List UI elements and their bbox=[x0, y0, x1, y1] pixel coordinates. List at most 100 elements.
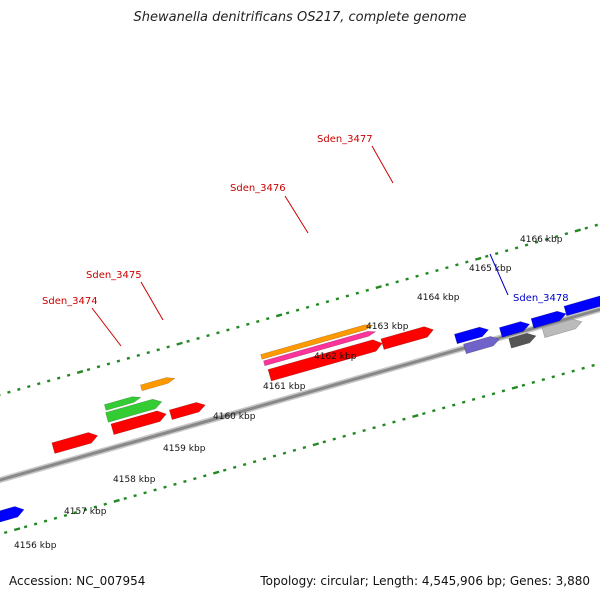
inner-tick bbox=[491, 392, 496, 396]
outer-tick bbox=[504, 249, 509, 253]
inner-tick bbox=[53, 516, 58, 520]
inner-tick bbox=[481, 395, 486, 399]
outer-tick bbox=[36, 382, 41, 386]
outer-tick bbox=[365, 288, 370, 292]
outer-tick bbox=[156, 348, 160, 352]
gene-arrow bbox=[499, 321, 531, 338]
scale-label: 4166 kbp bbox=[520, 235, 563, 245]
label-leader-line bbox=[284, 195, 309, 234]
inner-tick bbox=[13, 527, 21, 532]
inner-tick bbox=[402, 417, 406, 421]
inner-tick bbox=[451, 403, 456, 407]
inner-tick bbox=[551, 375, 556, 379]
outer-tick bbox=[564, 232, 569, 236]
outer-tick bbox=[475, 256, 482, 261]
cds-arrow bbox=[110, 410, 167, 435]
cds-arrow bbox=[105, 398, 163, 423]
scale-label: 4162 kbp bbox=[314, 352, 357, 362]
inner-tick bbox=[213, 470, 220, 475]
inner-tick bbox=[511, 385, 519, 390]
outer-tick bbox=[176, 341, 183, 346]
gene-arrow bbox=[0, 506, 25, 523]
gene-arrow bbox=[563, 295, 600, 317]
scale-label: 4165 kbp bbox=[469, 264, 512, 274]
outer-tick bbox=[186, 339, 190, 343]
outer-tick bbox=[524, 243, 529, 247]
outer-tick bbox=[216, 331, 220, 335]
inner-tick bbox=[3, 530, 8, 535]
inner-tick bbox=[63, 513, 68, 518]
gene-label: Sden_3475 bbox=[86, 270, 142, 281]
label-leader-line bbox=[371, 145, 394, 184]
outer-tick bbox=[275, 313, 283, 318]
outer-tick bbox=[435, 268, 439, 273]
outer-tick bbox=[375, 285, 382, 290]
inner-tick bbox=[43, 519, 48, 523]
feature-track bbox=[0, 295, 600, 523]
outer-tick bbox=[534, 240, 539, 244]
inner-tick bbox=[203, 474, 207, 478]
scale-label: 4163 kbp bbox=[366, 322, 409, 332]
scale-label: 4164 kbp bbox=[417, 293, 460, 303]
inner-tick bbox=[471, 397, 476, 401]
inner-tick bbox=[581, 366, 585, 370]
inner-tick bbox=[272, 454, 277, 458]
outer-tick bbox=[554, 234, 559, 239]
inner-tick bbox=[461, 400, 466, 404]
inner-tick bbox=[232, 465, 237, 469]
inner-tick bbox=[242, 462, 247, 467]
outer-tick bbox=[355, 291, 360, 295]
inner-tick bbox=[521, 383, 526, 387]
scale-label: 4160 kbp bbox=[213, 412, 256, 422]
outer-tick bbox=[335, 297, 340, 301]
inner-tick bbox=[292, 448, 297, 452]
gene-label: Sden_3477 bbox=[317, 134, 373, 145]
outer-tick bbox=[455, 263, 459, 267]
outer-tick bbox=[484, 254, 489, 258]
inner-tick bbox=[193, 477, 197, 481]
outer-tick bbox=[415, 274, 419, 278]
outer-tick bbox=[106, 362, 111, 366]
outer-tick bbox=[7, 390, 11, 394]
inner-tick bbox=[501, 389, 506, 393]
inner-tick bbox=[262, 457, 267, 461]
inner-tick bbox=[222, 468, 227, 472]
outer-tick bbox=[86, 368, 91, 372]
cds-arrow bbox=[260, 324, 374, 360]
inner-tick bbox=[163, 485, 167, 489]
gene-label: Sden_3476 bbox=[230, 183, 286, 194]
misc-feature bbox=[508, 332, 537, 349]
inner-tick bbox=[183, 479, 187, 484]
outer-tick bbox=[265, 317, 270, 321]
cds-arrow bbox=[380, 326, 434, 350]
outer-tick bbox=[27, 384, 31, 389]
label-leader-line bbox=[140, 281, 164, 321]
inner-tick bbox=[133, 494, 137, 498]
outer-tick bbox=[236, 325, 240, 329]
gene-label: Sden_3474 bbox=[42, 296, 98, 307]
outer-tick bbox=[46, 379, 51, 383]
gene-arrow bbox=[454, 326, 490, 345]
outer-tick bbox=[256, 319, 260, 324]
inner-tick bbox=[422, 412, 426, 416]
misc-feature bbox=[541, 318, 583, 338]
outer-tick bbox=[385, 283, 389, 287]
outer-tick bbox=[345, 294, 350, 298]
outer-tick bbox=[295, 308, 300, 312]
outer-tick bbox=[514, 246, 519, 250]
scale-labels: 4156 kbp 4157 kbp 4158 kbp 4159 kbp 4160 kbp… bbox=[14, 235, 563, 551]
outer-tick bbox=[425, 271, 429, 275]
outer-tick bbox=[226, 328, 230, 332]
cds-arrow bbox=[140, 377, 176, 392]
outer-tick bbox=[146, 351, 151, 355]
outer-tick bbox=[305, 305, 310, 309]
outer-tick bbox=[76, 370, 84, 374]
outer-tick bbox=[465, 260, 469, 264]
gene-label: Sden_3478 bbox=[513, 293, 569, 304]
scale-label: 4158 kbp bbox=[113, 475, 156, 485]
inner-tick bbox=[342, 434, 346, 438]
inner-tick bbox=[561, 372, 565, 376]
gene-labels: Sden_3474 Sden_3475 Sden_3476 Sden_3477 Sden… bbox=[42, 134, 569, 347]
outer-tick bbox=[494, 251, 499, 256]
